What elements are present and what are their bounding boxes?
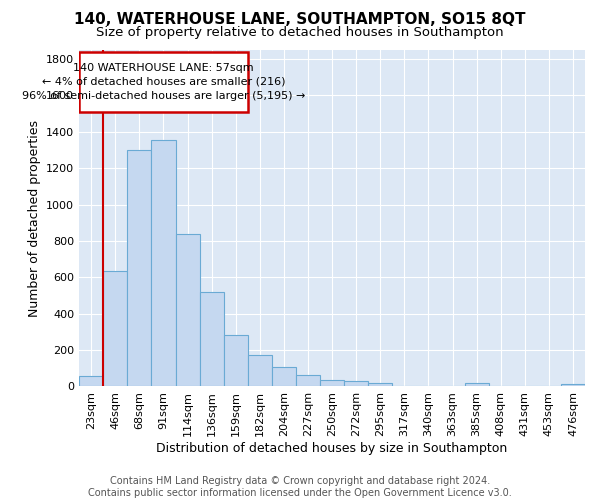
Text: Size of property relative to detached houses in Southampton: Size of property relative to detached ho… [96,26,504,39]
X-axis label: Distribution of detached houses by size in Southampton: Distribution of detached houses by size … [157,442,508,455]
Bar [127,150,151,386]
Bar [176,234,200,386]
Bar [79,376,103,386]
Bar [272,367,296,386]
Text: Contains HM Land Registry data © Crown copyright and database right 2024.
Contai: Contains HM Land Registry data © Crown c… [88,476,512,498]
Text: 140, WATERHOUSE LANE, SOUTHAMPTON, SO15 8QT: 140, WATERHOUSE LANE, SOUTHAMPTON, SO15 … [74,12,526,28]
Y-axis label: Number of detached properties: Number of detached properties [28,120,41,316]
Bar [103,271,127,386]
Bar [464,383,488,386]
Bar [368,383,392,386]
Bar [561,384,585,386]
Bar [248,354,272,386]
FancyBboxPatch shape [79,52,248,112]
Bar [344,381,368,386]
Bar [151,140,176,386]
Bar [200,292,224,386]
Text: 140 WATERHOUSE LANE: 57sqm
← 4% of detached houses are smaller (216)
96% of semi: 140 WATERHOUSE LANE: 57sqm ← 4% of detac… [22,63,305,101]
Bar [320,380,344,386]
Bar [224,334,248,386]
Bar [296,374,320,386]
